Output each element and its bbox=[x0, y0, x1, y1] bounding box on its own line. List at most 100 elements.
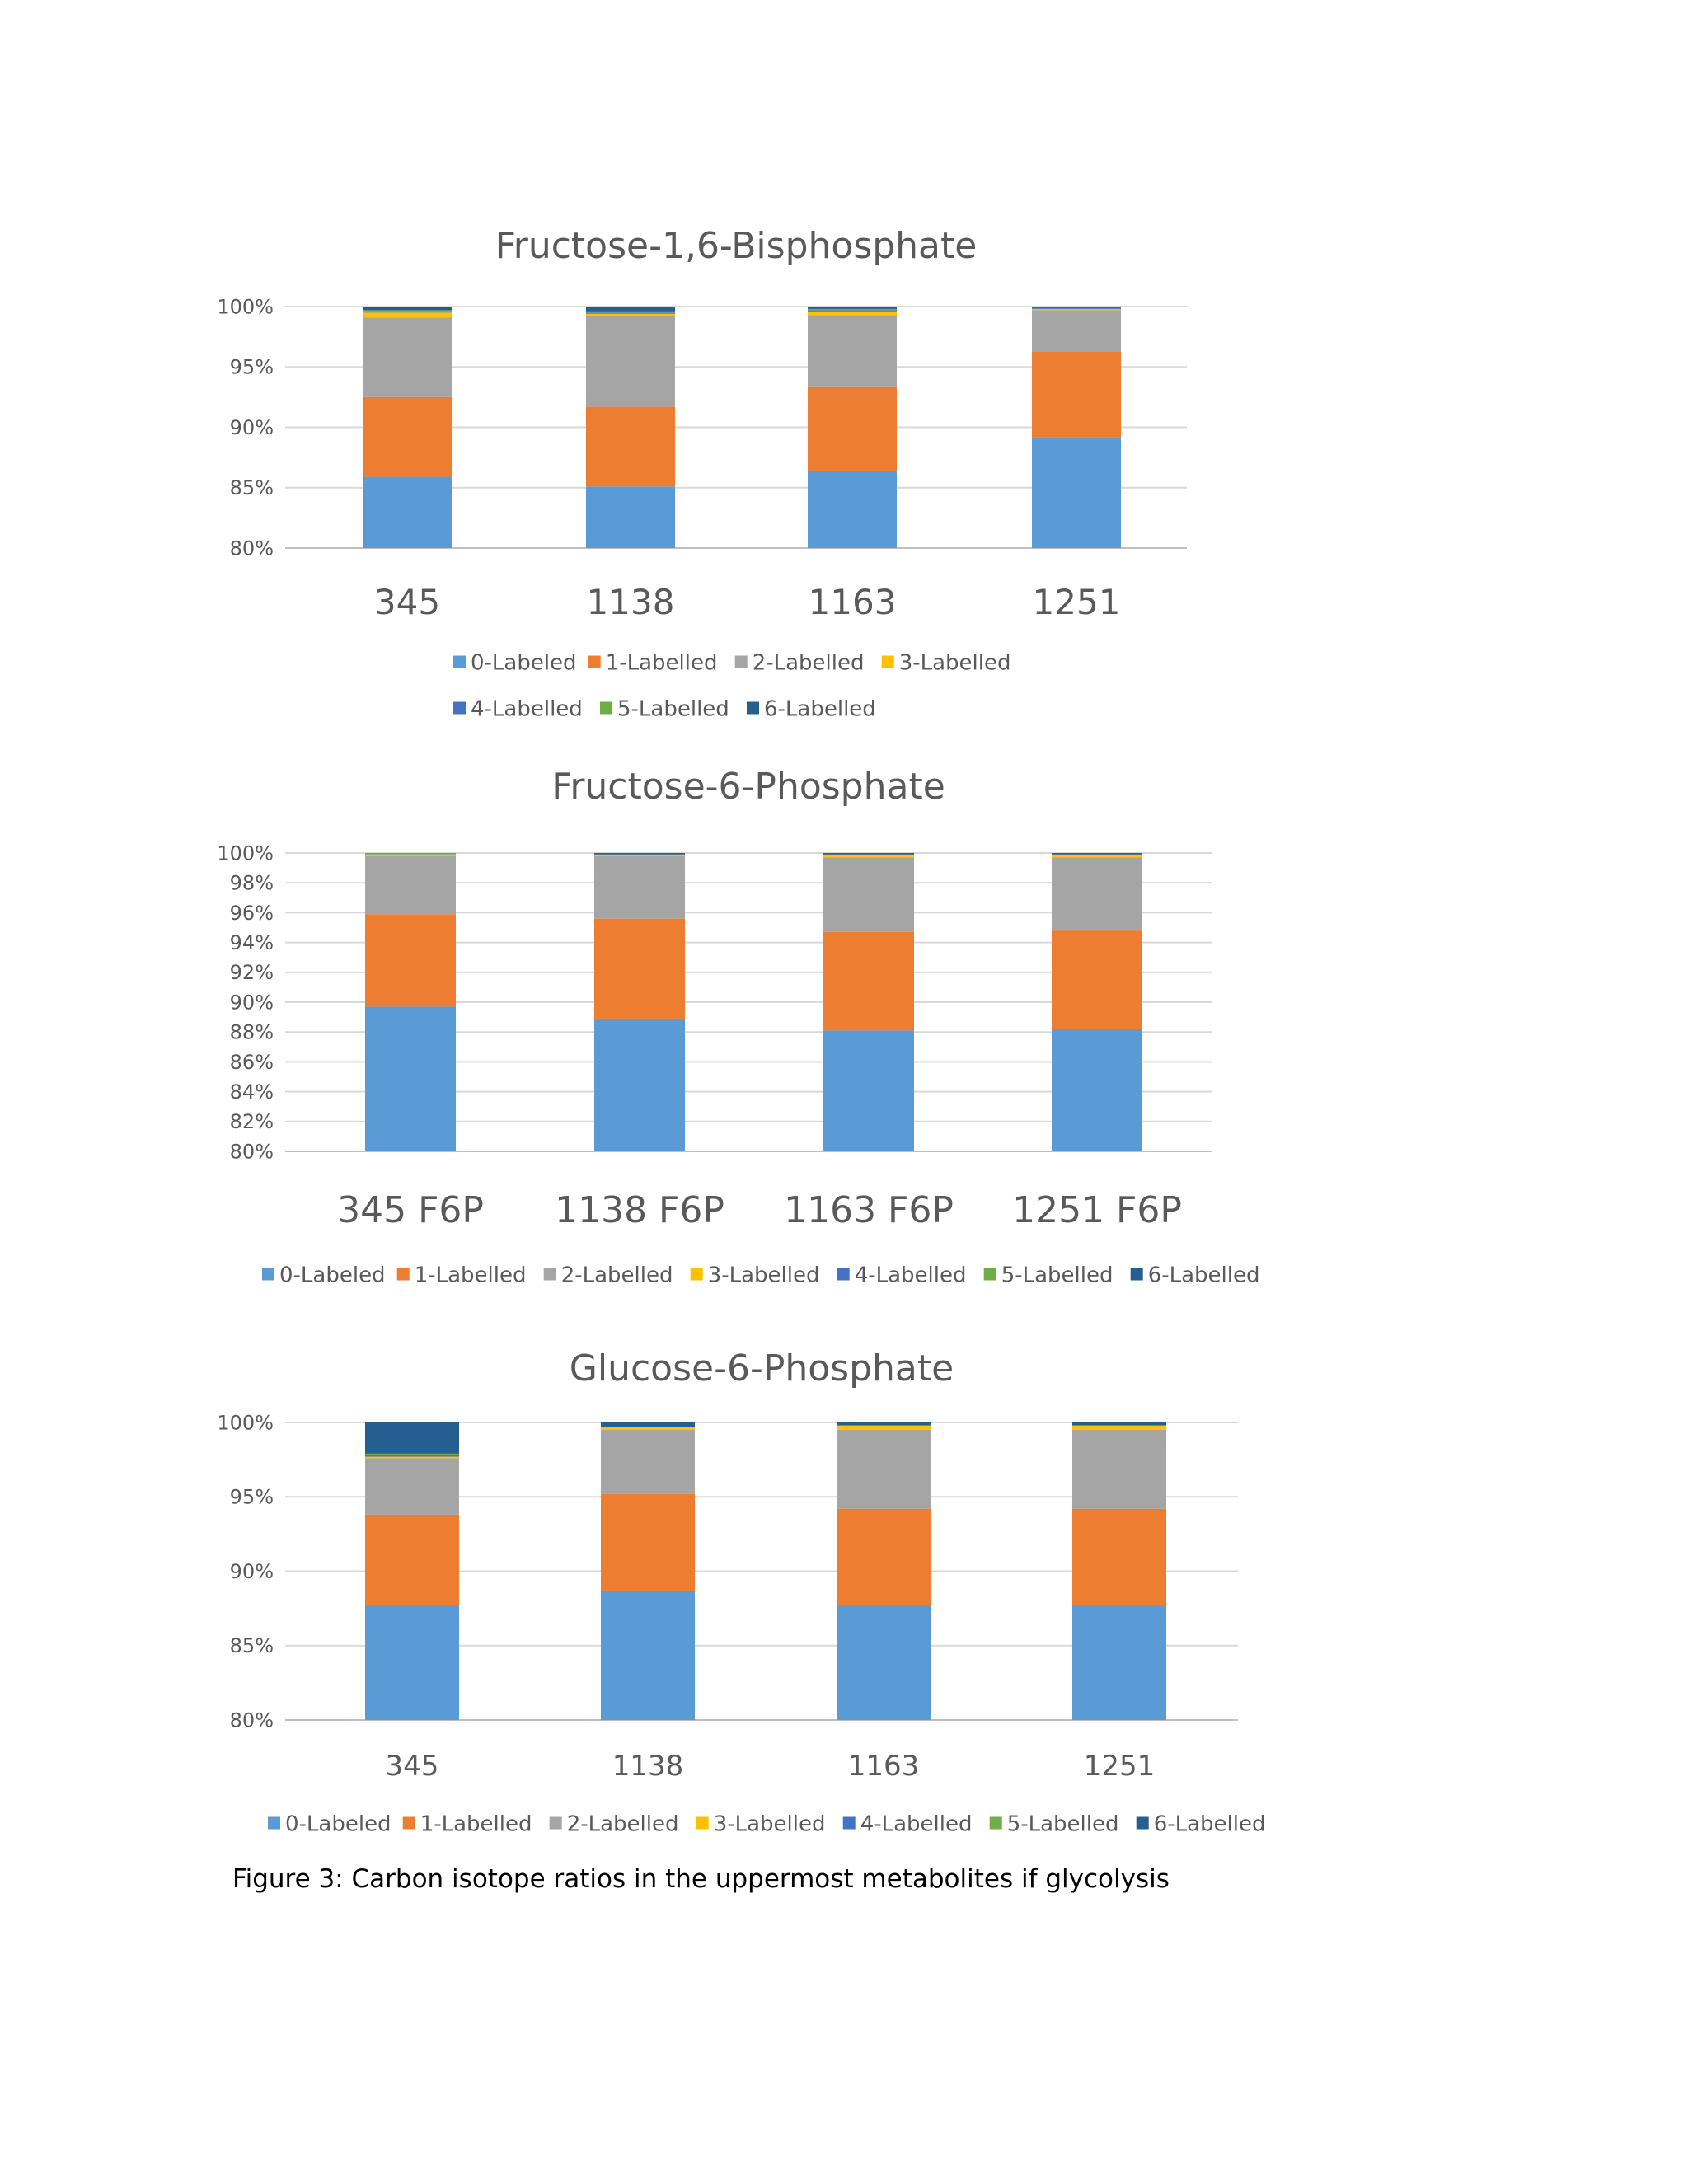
bar-segment-0-labeled bbox=[601, 1590, 695, 1720]
bar-segment-0-labeled bbox=[808, 471, 897, 548]
legend-label: 6-Labelled bbox=[764, 696, 876, 721]
chart-2: Fructose-6-Phosphate 80% 82% 84% 86% 88% 90% 92… bbox=[217, 766, 1259, 1287]
chart-3: Glucose-6-Phosphate 80% 85% 90% 95% 100% 345 11… bbox=[217, 1347, 1265, 1836]
y-tick-label: 90% bbox=[230, 991, 274, 1014]
legend-swatch bbox=[396, 1268, 410, 1281]
bar-segment-2-labelled bbox=[363, 317, 452, 397]
legend-label: 3-Labelled bbox=[708, 1263, 820, 1287]
legend-swatch bbox=[881, 655, 894, 668]
y-tick-label: 96% bbox=[230, 902, 274, 925]
legend-label: 2-Labelled bbox=[561, 1263, 673, 1287]
bar-segment-2-labelled bbox=[837, 1430, 931, 1509]
legend-swatch bbox=[262, 1268, 274, 1281]
legend-swatch bbox=[453, 701, 466, 715]
bar-segment-3-labelled bbox=[586, 313, 675, 316]
bar-segment-0-labeled bbox=[363, 476, 452, 548]
category-label: 1163 bbox=[848, 1750, 920, 1783]
legend-label: 2-Labelled bbox=[753, 650, 865, 675]
bar-segment-2-labelled bbox=[586, 316, 675, 407]
category-label: 1163 F6P bbox=[784, 1189, 954, 1231]
y-tick-label: 90% bbox=[230, 416, 274, 439]
y-tick-label: 80% bbox=[230, 1140, 274, 1163]
bar-segment-4-labelled bbox=[365, 1455, 459, 1457]
bar-segment-0-labeled bbox=[823, 1030, 914, 1151]
bar-segment-2-labelled bbox=[365, 855, 456, 915]
legend-swatch bbox=[549, 1816, 562, 1830]
legend-label: 1-Labelled bbox=[420, 1811, 532, 1836]
legend-label: 6-Labelled bbox=[1148, 1263, 1260, 1287]
y-tick-label: 82% bbox=[230, 1110, 274, 1133]
bar-segment-2-labelled bbox=[601, 1430, 695, 1494]
legend-swatch bbox=[989, 1816, 1002, 1830]
bar-segment-5-labelled bbox=[363, 310, 452, 312]
bar-segment-0-labeled bbox=[1052, 1029, 1142, 1151]
bar-segment-1-labelled bbox=[594, 918, 685, 1019]
bar-segment-3-labelled bbox=[1032, 308, 1121, 311]
bar-segment-2-labelled bbox=[823, 857, 914, 932]
category-label: 1163 bbox=[809, 582, 897, 622]
legend-label: 3-Labelled bbox=[714, 1811, 826, 1836]
legend-swatch bbox=[1136, 1816, 1149, 1830]
bar-segment-1-labelled bbox=[823, 931, 914, 1031]
bar-segment-6-labelled bbox=[1052, 853, 1142, 855]
bar-segment-2-labelled bbox=[1052, 857, 1142, 931]
legend-label: 5-Labelled bbox=[617, 696, 729, 721]
legend-label: 6-Labelled bbox=[1154, 1811, 1266, 1836]
bar-segment-0-labeled bbox=[586, 486, 675, 548]
bar-segment-3-labelled bbox=[808, 311, 897, 316]
bar-segment-6-labelled bbox=[365, 1422, 459, 1454]
legend-label: 4-Labelled bbox=[855, 1263, 967, 1287]
y-tick-label: 98% bbox=[230, 872, 274, 895]
legend-label: 5-Labelled bbox=[1001, 1263, 1114, 1287]
y-tick-label: 85% bbox=[230, 1634, 274, 1657]
legend-swatch bbox=[268, 1816, 280, 1830]
legend-label: 4-Labelled bbox=[860, 1811, 973, 1836]
bar-segment-2-labelled bbox=[1072, 1430, 1166, 1509]
bar-segment-2-labelled bbox=[365, 1458, 459, 1515]
category-label: 345 bbox=[374, 582, 440, 622]
bar-segment-2-labelled bbox=[594, 855, 685, 919]
legend-swatch bbox=[983, 1268, 996, 1281]
bar-segment-3-labelled bbox=[601, 1427, 695, 1431]
bar-segment-5-labelled bbox=[365, 853, 456, 855]
category-label: 1251 bbox=[1084, 1750, 1156, 1783]
bar-segment-1-labelled bbox=[1032, 351, 1121, 438]
bar-segment-6-labelled bbox=[1072, 1422, 1166, 1426]
y-tick-label: 86% bbox=[230, 1051, 274, 1074]
category-label: 1138 bbox=[612, 1750, 684, 1783]
bar-segment-1-labelled bbox=[363, 396, 452, 477]
legend-label: 3-Labelled bbox=[899, 650, 1011, 675]
y-tick-label: 84% bbox=[230, 1080, 274, 1104]
bar-segment-6-labelled bbox=[363, 307, 452, 311]
bar-segment-2-labelled bbox=[808, 315, 897, 387]
y-tick-label: 80% bbox=[230, 1708, 274, 1732]
bar-segment-0-labeled bbox=[365, 1605, 459, 1720]
y-tick-label: 92% bbox=[230, 961, 274, 984]
bar-segment-1-labelled bbox=[365, 914, 456, 1007]
bar-segment-3-labelled bbox=[823, 854, 914, 858]
bar-segment-1-labelled bbox=[837, 1508, 931, 1606]
bar-segment-6-labelled bbox=[601, 1422, 695, 1427]
category-label: 345 F6P bbox=[337, 1189, 484, 1231]
legend-swatch bbox=[837, 1268, 850, 1281]
legend-label: 2-Labelled bbox=[567, 1811, 679, 1836]
bar-segment-6-labelled bbox=[808, 307, 897, 309]
y-tick-label: 80% bbox=[230, 537, 274, 560]
bar-segment-1-labelled bbox=[586, 406, 675, 487]
legend-label: 1-Labelled bbox=[415, 1263, 527, 1287]
category-label: 1138 bbox=[587, 582, 675, 622]
y-tick-label: 100% bbox=[217, 841, 274, 865]
legend-swatch bbox=[543, 1268, 556, 1281]
legend-label: 0-Labeled bbox=[285, 1811, 392, 1836]
category-label: 345 bbox=[386, 1750, 439, 1783]
bar-segment-1-labelled bbox=[365, 1514, 459, 1606]
category-label: 1251 F6P bbox=[1012, 1189, 1182, 1231]
y-tick-label: 100% bbox=[217, 1411, 274, 1434]
bar-segment-3-labelled bbox=[365, 1456, 459, 1459]
bar-segment-3-labelled bbox=[594, 854, 685, 856]
legend-label: 0-Labeled bbox=[471, 650, 577, 675]
bar-segment-6-labelled bbox=[594, 853, 685, 855]
bar-segment-6-labelled bbox=[823, 853, 914, 855]
bar-segment-2-labelled bbox=[1032, 310, 1121, 352]
